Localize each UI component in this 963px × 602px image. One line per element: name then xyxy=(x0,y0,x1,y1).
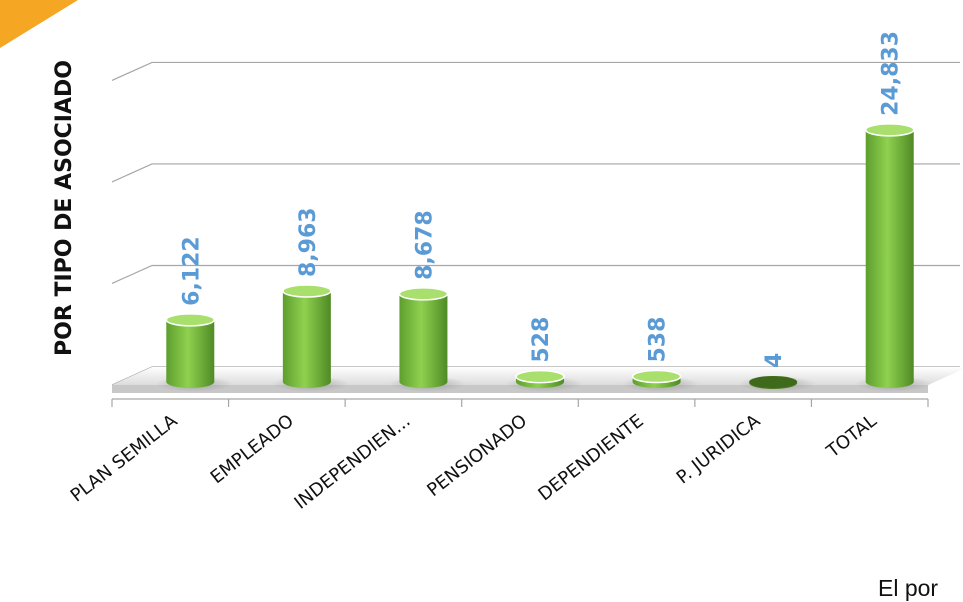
y-axis-label: POR TIPO DE ASOCIADO xyxy=(52,60,77,356)
category-label: PENSIONADO xyxy=(423,410,531,501)
value-label: 6,122 xyxy=(179,236,204,306)
category-label: P. JURIDICA xyxy=(673,410,765,488)
value-labels: 6,122 8,963 8,678 528 538 4 24,833 xyxy=(179,31,903,368)
bar xyxy=(399,293,448,389)
bar-top xyxy=(398,287,449,301)
value-label: 4 xyxy=(762,353,787,368)
gridline xyxy=(111,163,960,183)
corner-decoration xyxy=(0,0,78,48)
value-label: 8,963 xyxy=(296,207,321,277)
gridline xyxy=(111,61,960,81)
bar xyxy=(166,319,215,389)
gridline xyxy=(111,264,960,285)
footer-text: El por xyxy=(878,575,939,601)
category-label: TOTAL xyxy=(822,410,881,462)
bar xyxy=(865,129,914,389)
category-label: INDEPENDIEN... xyxy=(291,410,415,513)
category-label: DEPENDIENTE xyxy=(534,410,647,505)
bars xyxy=(155,123,933,392)
bar-top xyxy=(631,369,682,384)
bar xyxy=(282,291,331,389)
bar-top xyxy=(749,375,798,388)
bar-top xyxy=(864,123,915,137)
bar-top xyxy=(282,284,332,298)
value-label: 24,833 xyxy=(879,31,904,116)
category-label: PLAN SEMILLA xyxy=(67,410,182,507)
bar-top xyxy=(515,369,565,384)
category-label: EMPLEADO xyxy=(207,410,298,488)
bar-top xyxy=(165,313,216,327)
value-label: 528 xyxy=(529,317,554,363)
value-label: 538 xyxy=(646,317,671,363)
value-label: 8,678 xyxy=(412,210,437,280)
